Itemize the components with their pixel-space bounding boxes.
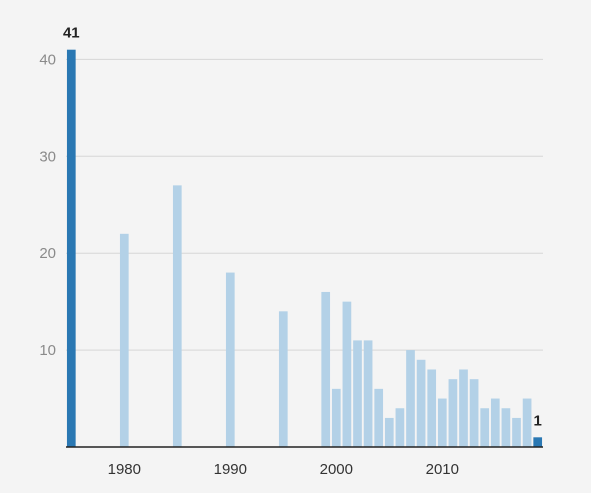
- data-labels: 41 1: [63, 25, 542, 430]
- bar: [66, 49, 76, 447]
- bar: [416, 359, 426, 447]
- bar: [278, 311, 288, 447]
- bar: [501, 408, 511, 447]
- x-tick-label: 1990: [214, 461, 247, 478]
- y-tick-label: 30: [39, 148, 56, 165]
- bar: [384, 417, 394, 447]
- bar: [353, 340, 362, 447]
- bar: [459, 369, 468, 447]
- x-axis-labels: 1980 1990 2000 2010: [108, 461, 459, 478]
- bar: [533, 437, 543, 447]
- bar: [406, 350, 415, 447]
- bar: [119, 233, 129, 447]
- bar: [395, 408, 405, 447]
- y-axis-labels: 10 20 30 40: [39, 51, 56, 359]
- bar: [480, 408, 490, 447]
- bar: [342, 301, 352, 447]
- bar: [437, 398, 447, 447]
- bar: [225, 272, 235, 447]
- y-tick-label: 10: [39, 342, 56, 359]
- bar: [469, 379, 479, 447]
- y-tick-label: 20: [39, 245, 56, 262]
- x-tick-label: 2000: [320, 461, 353, 478]
- y-tick-label: 40: [39, 51, 56, 68]
- data-label: 41: [63, 25, 80, 42]
- data-label: 1: [534, 412, 542, 429]
- x-tick-label: 1980: [108, 461, 141, 478]
- bar: [427, 369, 437, 447]
- bar: [522, 398, 532, 447]
- bar: [512, 417, 521, 447]
- bar: [172, 185, 182, 447]
- bar: [331, 388, 341, 447]
- bars: [66, 49, 543, 447]
- bar: [490, 398, 500, 447]
- gridlines: [66, 58, 543, 351]
- bar: [374, 388, 384, 447]
- bar: [363, 340, 373, 447]
- x-tick-label: 2010: [426, 461, 459, 478]
- bar: [448, 379, 458, 447]
- bar: [321, 291, 331, 447]
